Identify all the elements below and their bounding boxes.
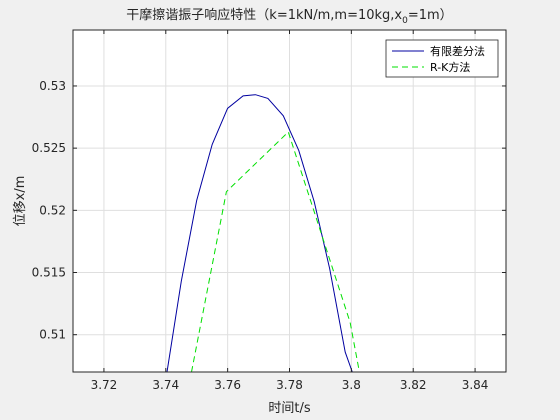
legend-label-finite-difference: 有限差分法	[430, 44, 485, 58]
y-tick-label: 0.525	[32, 141, 66, 155]
series-layer	[166, 94, 360, 372]
legend: 有限差分法 R-K方法	[385, 39, 499, 78]
x-tick-label: 3.8	[342, 378, 361, 392]
grid	[73, 30, 506, 372]
series-line-finite-difference	[166, 94, 353, 372]
chart-title-main: 干摩擦谐振子响应特性（k=1kN/m,m=10kg,x	[126, 7, 402, 23]
x-tick-label: 3.72	[91, 378, 118, 392]
x-axis-label: 时间t/s	[268, 401, 310, 416]
legend-label-runge-kutta: R-K方法	[430, 60, 470, 74]
y-tick-label: 0.52	[39, 203, 66, 217]
x-tick-label: 3.82	[400, 378, 427, 392]
y-tick-label: 0.53	[39, 79, 66, 93]
ticks: 3.72 3.74 3.76 3.78 3.8 3.82 3.84 0.51 0.515 0.52…	[32, 30, 506, 392]
x-tick-label: 3.84	[462, 378, 489, 392]
chart-title: 干摩擦谐振子响应特性（k=1kN/m,m=10kg,x0=1m）	[126, 7, 452, 26]
chart-title-subscript: 0	[402, 16, 408, 26]
x-tick-label: 3.74	[152, 378, 179, 392]
x-tick-label: 3.78	[276, 378, 303, 392]
y-axis-label: 位移x/m	[13, 176, 28, 227]
legend-box	[385, 39, 499, 78]
y-tick-label: 0.515	[32, 266, 66, 280]
series-line-runge-kutta	[191, 131, 360, 372]
chart-title-tail: =1m）	[408, 8, 453, 23]
y-tick-label: 0.51	[39, 328, 66, 342]
x-tick-label: 3.76	[214, 378, 241, 392]
